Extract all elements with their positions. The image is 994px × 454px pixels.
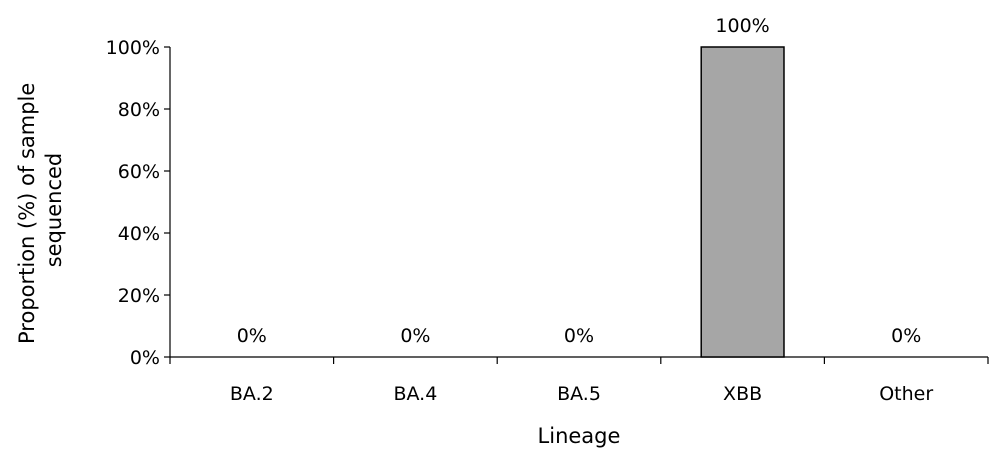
y-axis-title-line-1: Proportion (%) of sample (15, 83, 39, 344)
y-axis: 0% 20% 40% 60% 80% 100% (106, 37, 171, 369)
x-tick-label: BA.5 (557, 383, 601, 405)
y-tick-label: 60% (118, 161, 160, 183)
data-label: 0% (237, 325, 267, 347)
data-label: 0% (564, 325, 594, 347)
x-tick-label: XBB (723, 383, 762, 405)
bars (700, 46, 785, 358)
y-axis-title: Proportion (%) of sample sequenced (15, 76, 66, 344)
y-tick-label: 0% (130, 347, 160, 369)
data-labels: 0% 0% 0% 100% 0% (237, 15, 922, 347)
x-axis-title: Lineage (538, 424, 621, 448)
y-tick-label: 80% (118, 99, 160, 121)
data-label: 100% (715, 15, 769, 37)
x-tick-label: Other (879, 383, 933, 405)
data-label: 0% (400, 325, 430, 347)
x-tick-label: BA.4 (393, 383, 437, 405)
y-axis-title-line-2: sequenced (42, 153, 66, 268)
data-label: 0% (891, 325, 921, 347)
y-tick-label: 40% (118, 223, 160, 245)
y-tick-label: 20% (118, 285, 160, 307)
bar (700, 46, 785, 358)
y-tick-label: 100% (106, 37, 160, 59)
x-tick-label: BA.2 (230, 383, 274, 405)
x-axis: BA.2 BA.4 BA.5 XBB Other (169, 356, 989, 405)
